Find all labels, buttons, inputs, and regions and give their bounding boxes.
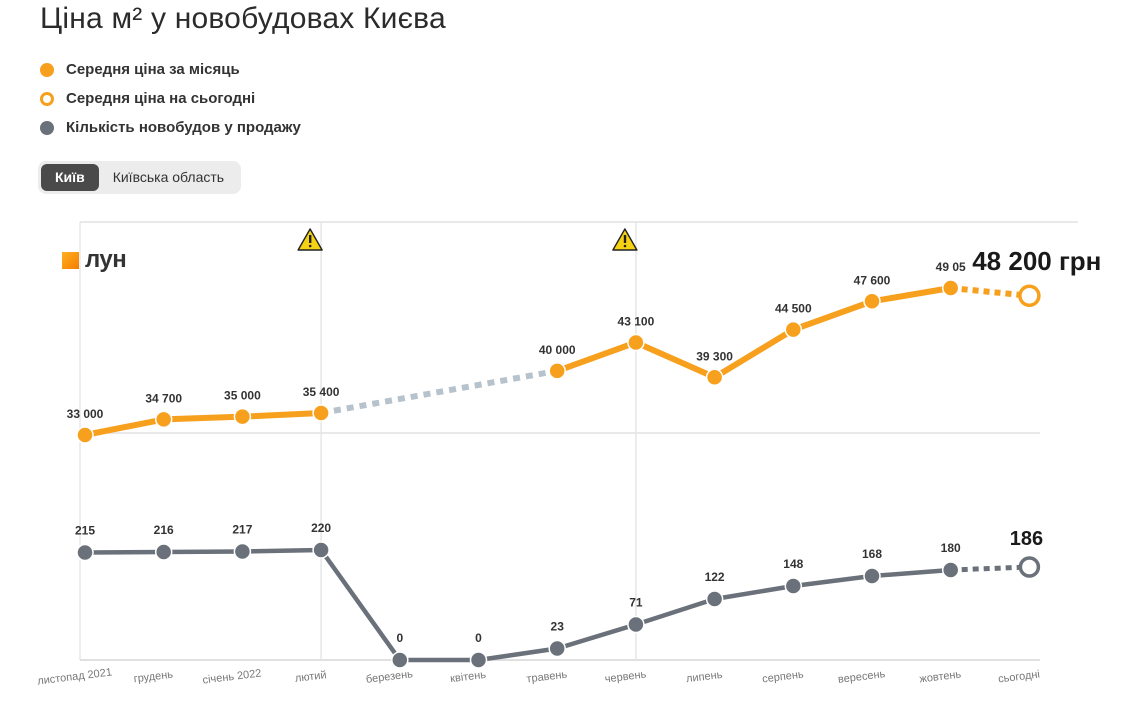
price-data-label: 33 000 xyxy=(67,407,104,421)
count-data-label: 215 xyxy=(75,524,95,538)
legend-label: Середня ціна за місяць xyxy=(66,61,240,78)
price-series-line xyxy=(554,285,954,381)
x-tick-label: серпень xyxy=(762,668,805,685)
price-data-label: 40 000 xyxy=(539,343,576,357)
price-point xyxy=(76,426,94,444)
count-point xyxy=(784,577,803,595)
price-data-label: 47 600 xyxy=(854,273,891,287)
price-data-label: 35 400 xyxy=(303,385,340,399)
warning-dot xyxy=(308,244,312,248)
x-tick-label: червень xyxy=(604,668,647,685)
x-tick-label: вересень xyxy=(837,668,886,686)
x-tick-label: липень xyxy=(685,669,723,685)
lun-logo: лун xyxy=(62,246,127,274)
tab-kyiv[interactable]: Київ xyxy=(41,164,99,191)
price-point xyxy=(548,362,566,380)
legend: Середня ціна за місяць Середня ціна на с… xyxy=(40,55,301,142)
price-today-dotted-line xyxy=(950,285,1030,299)
count-data-label: 216 xyxy=(154,523,174,537)
x-tick-label: січень 2022 xyxy=(202,667,262,686)
price-series-line xyxy=(82,410,325,438)
price-data-label: 34 700 xyxy=(145,391,182,405)
filled-orange-dot-icon xyxy=(40,62,54,77)
logo-text: лун xyxy=(85,246,127,273)
count-data-label: 122 xyxy=(705,570,725,584)
price-point xyxy=(627,333,645,352)
lun-logo-square-icon xyxy=(62,251,79,269)
x-tick-label: лютий xyxy=(294,669,327,685)
count-data-label: 217 xyxy=(232,523,252,537)
count-today-dotted-line xyxy=(950,564,1030,573)
x-tick-label: сьогодні xyxy=(997,669,1040,686)
count-data-label: 180 xyxy=(941,541,961,555)
price-data-label: 39 300 xyxy=(696,349,733,363)
region-tabs: Київ Київська область xyxy=(38,161,242,194)
price-gap-dotted-line xyxy=(320,367,558,416)
price-data-label: 44 500 xyxy=(775,302,812,316)
x-tick-label: листопад 2021 xyxy=(37,666,113,687)
legend-item-monthly-price[interactable]: Середня ціна за місяць xyxy=(40,55,301,84)
hollow-orange-dot-icon xyxy=(40,91,54,106)
price-point xyxy=(312,404,330,422)
x-tick-label: квітень xyxy=(450,669,487,685)
count-point xyxy=(548,639,566,658)
count-point xyxy=(863,567,881,585)
warning-dot xyxy=(623,244,627,248)
price-point xyxy=(705,368,724,387)
price-point xyxy=(154,410,173,429)
legend-item-current-price[interactable]: Середня ціна на сьогодні xyxy=(40,84,301,113)
price-point xyxy=(233,407,252,426)
price-data-label: 35 000 xyxy=(224,389,261,403)
count-point xyxy=(941,561,960,579)
count-data-label: 71 xyxy=(629,596,643,610)
count-data-label: 220 xyxy=(311,521,331,535)
x-tick-label: березень xyxy=(365,668,414,686)
legend-label: Середня ціна на сьогодні xyxy=(66,90,256,107)
x-tick-label: грудень xyxy=(133,669,174,686)
warning-icon xyxy=(297,228,323,251)
x-tick-label: жовтень xyxy=(919,668,962,685)
count-data-label: 0 xyxy=(396,631,403,645)
price-point xyxy=(863,292,881,311)
count-series-line xyxy=(82,547,953,663)
count-point xyxy=(469,651,488,669)
warning-bar xyxy=(309,235,312,243)
legend-label: Кількість новобудов у продажу xyxy=(66,119,301,136)
warning-bar xyxy=(623,235,627,243)
count-data-label: 168 xyxy=(862,547,882,561)
count-today-label: 186 xyxy=(1010,528,1043,550)
count-point xyxy=(391,651,409,669)
count-data-label: 148 xyxy=(783,557,803,571)
price-point xyxy=(941,279,960,297)
filled-grey-dot-icon xyxy=(40,120,54,135)
price-today-point xyxy=(1018,284,1041,308)
price-today-label: 48 200 грн xyxy=(972,246,1101,276)
price-point xyxy=(784,320,803,339)
count-point xyxy=(233,542,252,561)
count-point xyxy=(627,615,645,634)
price-data-label: 43 100 xyxy=(618,314,655,328)
price-data-label: 49 05 xyxy=(936,260,966,274)
count-data-label: 0 xyxy=(475,631,482,645)
count-today-point xyxy=(1018,556,1041,578)
count-point xyxy=(705,590,724,608)
page-title: Ціна м² у новобудовах Києва xyxy=(40,2,446,35)
count-point xyxy=(312,541,330,559)
count-data-label: 23 xyxy=(551,620,565,634)
legend-item-building-count[interactable]: Кількість новобудов у продажу xyxy=(40,113,301,142)
tab-kyiv-oblast[interactable]: Київська область xyxy=(112,169,225,185)
count-point xyxy=(154,543,173,561)
count-point xyxy=(76,543,94,562)
x-tick-label: травень xyxy=(526,669,568,686)
warning-icon xyxy=(612,228,638,251)
